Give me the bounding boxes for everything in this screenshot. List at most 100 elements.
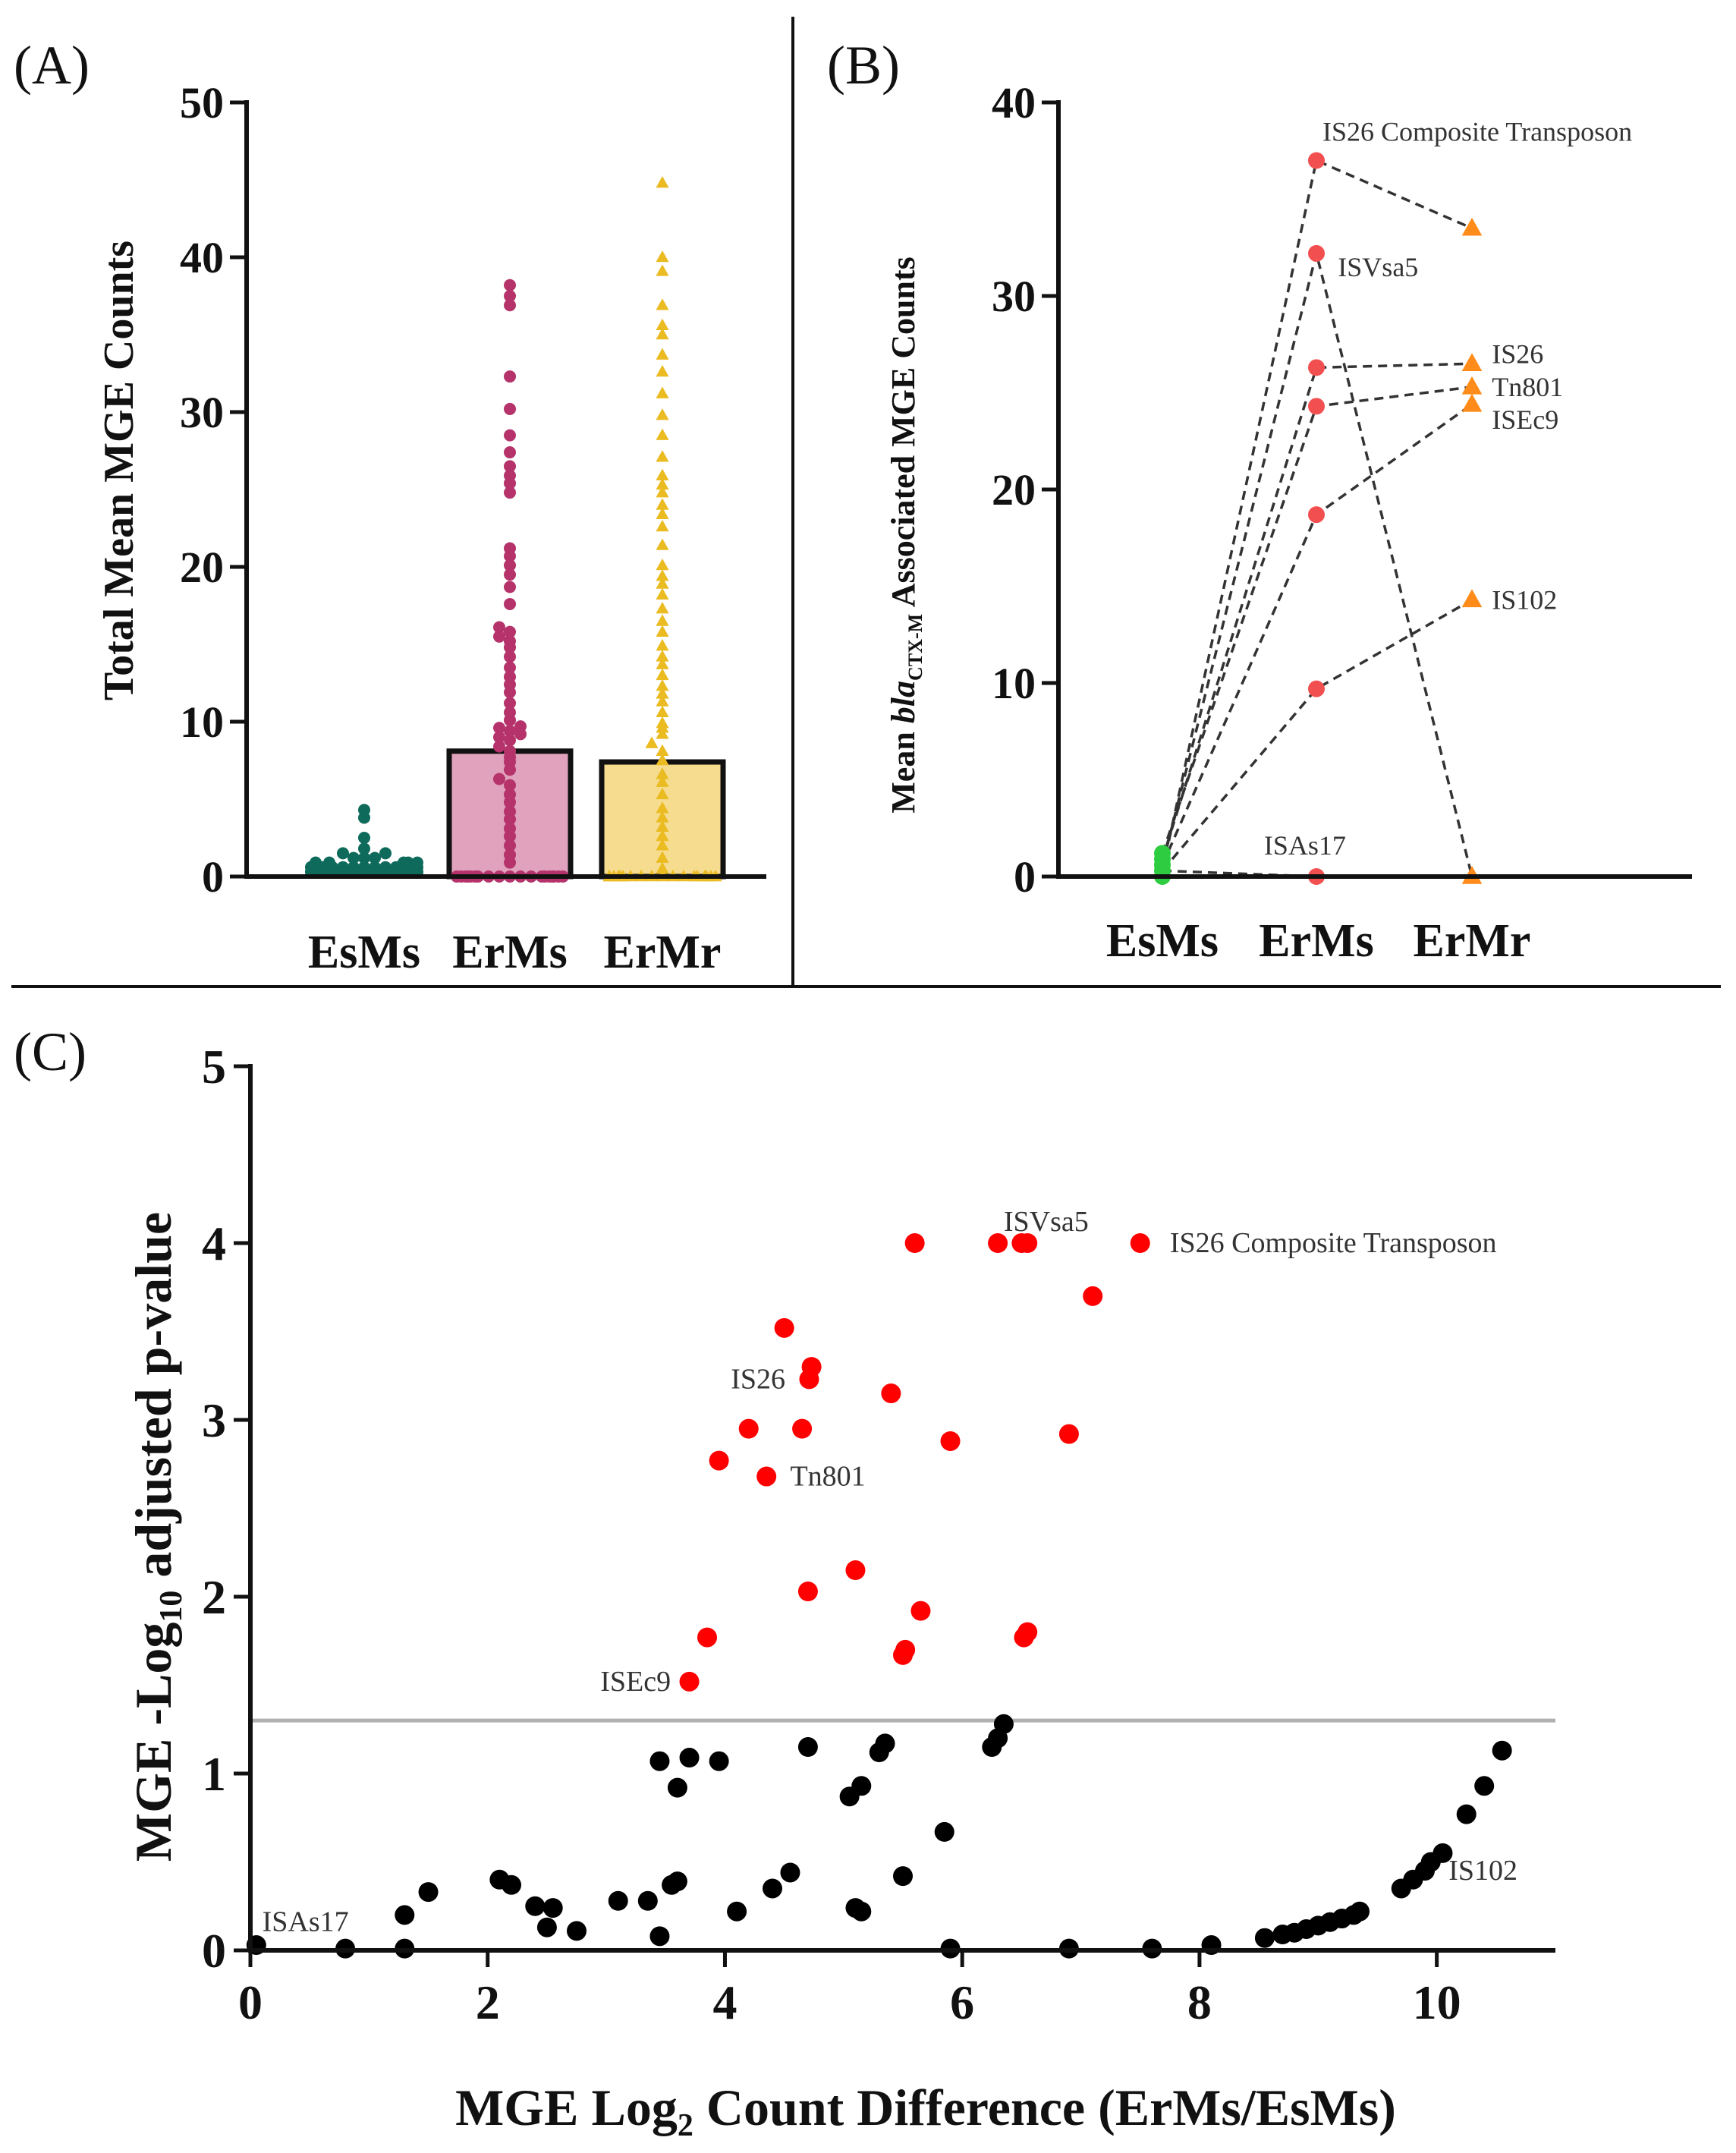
panel-b-ylabel-italic: bla (885, 681, 922, 723)
point-ermr (645, 736, 659, 748)
point-nonsignificant (851, 1776, 872, 1796)
connection-line (1161, 598, 1473, 872)
point-erms (493, 621, 505, 634)
point-erms (504, 477, 516, 489)
point-significant (1017, 1233, 1038, 1253)
panel-c-y-axis-title: MGE -Log10 adjusted p-value (124, 1212, 189, 1862)
point-nonsignificant (395, 1905, 415, 1925)
panel-b-annotation: IS102 (1492, 584, 1557, 615)
point-esms (379, 847, 392, 860)
connection-line (1161, 362, 1473, 860)
panel-b-annotation: Tn801 (1492, 372, 1563, 402)
point-ermr (656, 577, 669, 589)
panel-a-label: (A) (14, 35, 90, 96)
point-ermr (656, 820, 669, 833)
point-nonsignificant (893, 1866, 913, 1887)
point-esms (323, 856, 335, 869)
point-erms (1308, 244, 1325, 262)
point-erms (504, 641, 516, 654)
point-erms (1308, 398, 1325, 415)
point-ermr (1461, 353, 1483, 372)
point-ermr (656, 602, 669, 614)
point-nonsignificant (667, 1871, 687, 1892)
point-ermr (656, 705, 669, 718)
point-erms (504, 581, 516, 593)
point-nonsignificant (567, 1921, 587, 1941)
point-nonsignificant (637, 1890, 658, 1911)
point-significant (709, 1450, 729, 1471)
panel-b-annotation: ISAs17 (1264, 830, 1346, 861)
point-significant (910, 1601, 931, 1621)
point-erms (504, 625, 516, 638)
panel-c-x-tick-label: 8 (1187, 1975, 1212, 2029)
point-ermr (656, 364, 669, 377)
point-ermr (656, 498, 669, 510)
point-ermr (656, 450, 669, 462)
point-erms (504, 779, 516, 792)
point-significant (1083, 1286, 1103, 1306)
point-nonsignificant (525, 1896, 546, 1916)
point-ermr (656, 775, 669, 787)
point-nonsignificant (1456, 1804, 1477, 1824)
point-erms (504, 763, 516, 776)
panel-b-y-tick-label: 40 (992, 78, 1036, 127)
panel-c-annotation: IS102 (1448, 1855, 1517, 1887)
point-nonsignificant (1433, 1843, 1453, 1863)
point-erms (1308, 359, 1325, 376)
point-erms (504, 661, 516, 674)
point-ermr (656, 477, 669, 490)
point-nonsignificant (502, 1874, 521, 1895)
point-ermr (656, 639, 669, 651)
point-ermr (656, 851, 669, 863)
panel-b-y-axis-title: Mean blaCTX-M Associated MGE Counts (885, 257, 926, 813)
point-ermr (656, 318, 669, 331)
point-nonsignificant (1254, 1928, 1275, 1948)
point-ermr (656, 839, 669, 851)
panel-c-xlabel-suffix: Count Difference (ErMs/EsMs) (693, 2079, 1396, 2136)
point-nonsignificant (542, 1898, 563, 1918)
point-erms (514, 728, 527, 741)
panel-a-y-tick-label: 10 (180, 697, 224, 747)
point-esms (411, 856, 423, 869)
point-ermr (656, 408, 669, 420)
panel-c-y-tick-label: 1 (202, 1747, 226, 1801)
panel-b: (B) Mean blaCTX-M Associated MGE Counts … (827, 35, 1692, 967)
panel-c-x-tick-label: 0 (238, 1975, 263, 2029)
panel-c-annotation: IS26 Composite Transposon (1170, 1227, 1497, 1259)
connection-line (1161, 159, 1473, 871)
point-erms (504, 725, 516, 738)
point-nonsignificant (851, 1901, 872, 1922)
panel-c-annotation: IS26 (731, 1363, 785, 1395)
point-esms (310, 856, 322, 869)
point-ermr (656, 428, 669, 440)
panel-a-y-tick-label: 30 (180, 388, 224, 437)
panel-c-x-axis-title: MGE Log2 Count Difference (ErMs/EsMs) (455, 2079, 1396, 2143)
point-ermr (656, 507, 669, 519)
point-erms (504, 460, 516, 473)
point-erms (504, 549, 516, 562)
point-significant (1130, 1233, 1150, 1253)
point-erms (504, 829, 516, 842)
panel-b-x-tick-label-esms: EsMs (1106, 915, 1219, 967)
panel-c-xlabel-prefix: MGE Log (455, 2079, 678, 2136)
point-esms (369, 851, 381, 864)
point-erms (504, 856, 516, 869)
panel-c-y-tick-label: 0 (202, 1924, 226, 1978)
panel-c-ylabel-subscript: 10 (154, 1591, 189, 1623)
point-erms (504, 429, 516, 442)
point-ermr (656, 668, 669, 681)
point-esms (358, 811, 370, 824)
point-esms (337, 847, 349, 860)
panel-b-annotation: IS26 (1492, 339, 1543, 370)
point-esms (358, 832, 370, 844)
point-nonsignificant (1350, 1901, 1370, 1922)
point-ermr (656, 754, 669, 766)
panel-b-annotation: ISEc9 (1492, 404, 1558, 435)
point-erms (504, 839, 516, 852)
point-erms (493, 773, 505, 785)
point-ermr (656, 829, 669, 842)
point-significant (756, 1466, 777, 1487)
connection-line (1161, 386, 1473, 854)
point-erms (504, 402, 516, 415)
